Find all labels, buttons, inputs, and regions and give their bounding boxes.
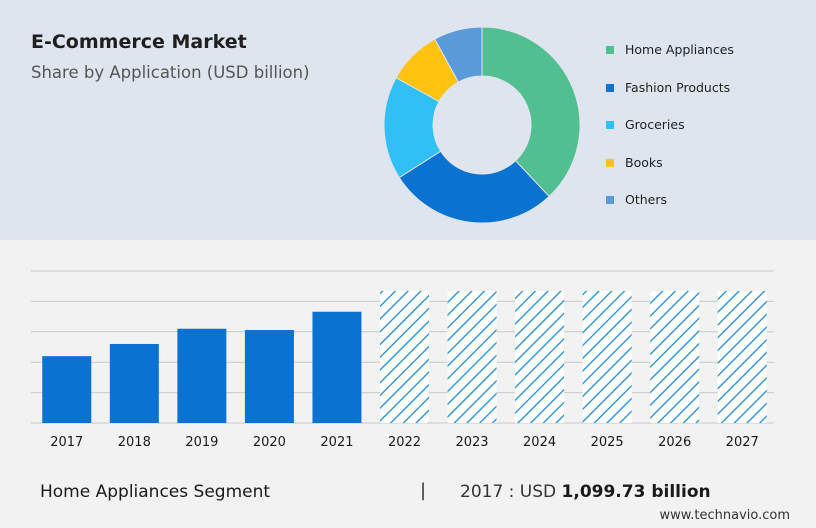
legend-swatch-groceries: [606, 121, 614, 129]
legend-label-home-appliances: Home Appliances: [625, 42, 734, 57]
donut-slice-others: [434, 26, 483, 83]
x-tick-label-2027: 2027: [726, 435, 759, 450]
x-tick-label-2022: 2022: [388, 435, 421, 450]
legend-label-books: Books: [625, 154, 663, 170]
forecast-bar-2023: [447, 291, 497, 423]
segment-value-amount: 1,099.73 billion: [561, 482, 711, 502]
x-tick-label-2020: 2020: [253, 435, 286, 450]
donut-chart: [383, 26, 581, 224]
x-tick-label-2024: 2024: [523, 435, 556, 450]
footer-separator: |: [420, 480, 427, 501]
bar-2017: [42, 356, 92, 423]
donut-slice-home-appliances: [481, 26, 581, 198]
legend-label-fashion-products: Fashion Products: [625, 79, 731, 95]
legend-swatch-others: [606, 196, 614, 204]
x-tick-label-2017: 2017: [50, 435, 83, 450]
bar-2020: [244, 329, 294, 423]
legend-swatch-home-appliances: [606, 46, 614, 54]
segment-value-prefix: 2017 : USD: [460, 482, 557, 502]
x-tick-label-2019: 2019: [185, 435, 218, 450]
forecast-bar-2024: [515, 291, 565, 423]
x-tick-label-2026: 2026: [658, 435, 691, 450]
bar-2018: [109, 343, 159, 423]
segment-value: 2017 : USD 1,099.73 billion: [460, 482, 711, 502]
legend-label-others: Others: [625, 192, 668, 207]
legend-label-groceries: Groceries: [625, 117, 685, 132]
x-tick-label-2018: 2018: [118, 435, 151, 450]
segment-label: Home Appliances Segment: [40, 482, 271, 502]
x-tick-label-2023: 2023: [455, 435, 488, 450]
bar-2021: [312, 311, 362, 423]
x-tick-label-2021: 2021: [320, 435, 353, 450]
legend-swatch-books: [606, 158, 614, 167]
bar-chart: 2017 2018 2019 2020 2021 2022 2023 2024 2025 2026…: [31, 270, 774, 450]
forecast-bar-2022: [380, 291, 429, 423]
forecast-bar-2026: [650, 291, 700, 423]
legend-swatch-fashion-products: [606, 83, 614, 92]
bar-2019: [177, 328, 227, 423]
x-tick-label-2025: 2025: [591, 435, 624, 450]
forecast-bar-2025: [582, 291, 632, 423]
forecast-bar-2027: [717, 291, 767, 423]
donut-slice-fashion-products: [398, 150, 550, 224]
chart-title: E-Commerce Market: [31, 31, 247, 53]
brand-link[interactable]: www.technavio.com: [659, 508, 790, 523]
chart-subtitle: Share by Application (USD billion): [31, 63, 310, 82]
